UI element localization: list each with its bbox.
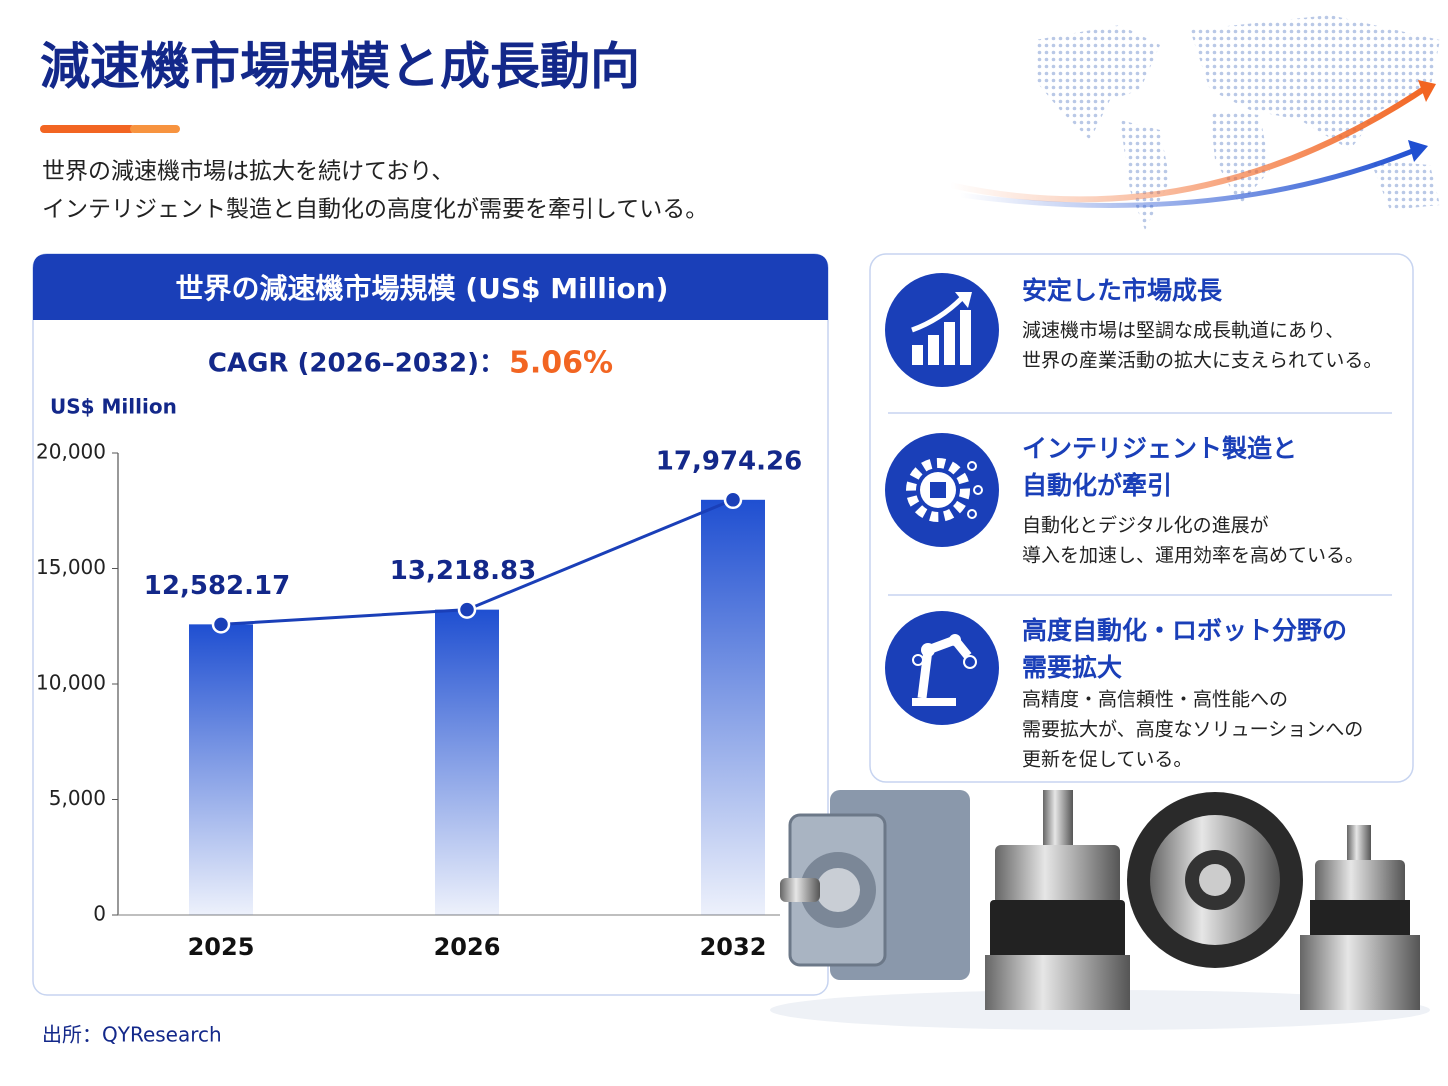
value-label: 17,974.26 — [656, 446, 802, 476]
data-point — [457, 600, 477, 619]
subtitle: 世界の減速機市場は拡大を続けており、 — [42, 159, 454, 185]
value-label: 12,582.17 — [144, 571, 290, 601]
data-point — [211, 615, 231, 634]
feature-text: 自動化とデジタル化の進展が — [1022, 515, 1269, 537]
cagr-value: 5.06% — [509, 346, 613, 381]
feature-title: インテリジェント製造と — [1022, 434, 1297, 463]
icon-robot — [885, 611, 999, 725]
y-tick-label: 20,000 — [36, 440, 106, 464]
chart-header — [33, 254, 828, 320]
x-tick-label: 2026 — [434, 933, 501, 961]
bar — [435, 609, 499, 915]
feature-text: 世界の産業活動の拡大に支えられている。 — [1022, 350, 1382, 372]
feature-title: 自動化が牽引 — [1022, 471, 1172, 500]
plot: 0 5,000 10,000 15,000 20,000 2025 2026 2032 12,5… — [36, 440, 802, 962]
title-underline — [40, 125, 135, 133]
bar — [189, 624, 253, 915]
chart-title: 世界の減速機市場規模 (US$ Million) — [176, 272, 669, 305]
icon-growth — [885, 273, 999, 387]
x-tick-label: 2032 — [700, 933, 767, 961]
feature-list: 安定した市場成長減速機市場は堅調な成長軌道にあり、世界の産業活動の拡大に支えられ… — [1022, 276, 1382, 771]
feature-text: 減速機市場は堅調な成長軌道にあり、 — [1022, 320, 1344, 342]
feature-text: 高精度・高信頼性・高性能への — [1022, 689, 1288, 711]
y-tick-label: 5,000 — [49, 786, 106, 810]
y-axis-label: US$ Million — [50, 395, 177, 419]
y-tick-label: 0 — [93, 902, 106, 926]
data-point — [723, 490, 743, 510]
features-panel — [869, 253, 1414, 783]
bar — [701, 499, 765, 915]
feature-text: 更新を促している。 — [1022, 749, 1192, 771]
y-tick-label: 10,000 — [36, 671, 106, 695]
subtitle: インテリジェント製造と自動化の高度化が需要を牽引している。 — [42, 197, 708, 223]
title-underline — [130, 125, 180, 133]
page-title: 減速機市場規模と成長動向 — [40, 38, 640, 96]
cagr-label: CAGR (2026–2032)： — [208, 349, 505, 379]
icon-gear — [885, 433, 999, 547]
y-tick-label: 15,000 — [36, 555, 106, 579]
world-map — [949, 15, 1440, 230]
feature-text: 導入を加速し、運用効率を高めている。 — [1022, 545, 1364, 567]
feature-title: 安定した市場成長 — [1022, 276, 1223, 305]
feature-text: 需要拡大が、高度なソリューションへの — [1022, 719, 1363, 741]
source: 出所：QYResearch — [42, 1023, 222, 1047]
feature-title: 需要拡大 — [1022, 653, 1122, 682]
value-label: 13,218.83 — [390, 556, 536, 586]
x-tick-label: 2025 — [188, 933, 255, 961]
product-images — [770, 790, 1430, 1030]
feature-title: 高度自動化・ロボット分野の — [1022, 616, 1347, 645]
